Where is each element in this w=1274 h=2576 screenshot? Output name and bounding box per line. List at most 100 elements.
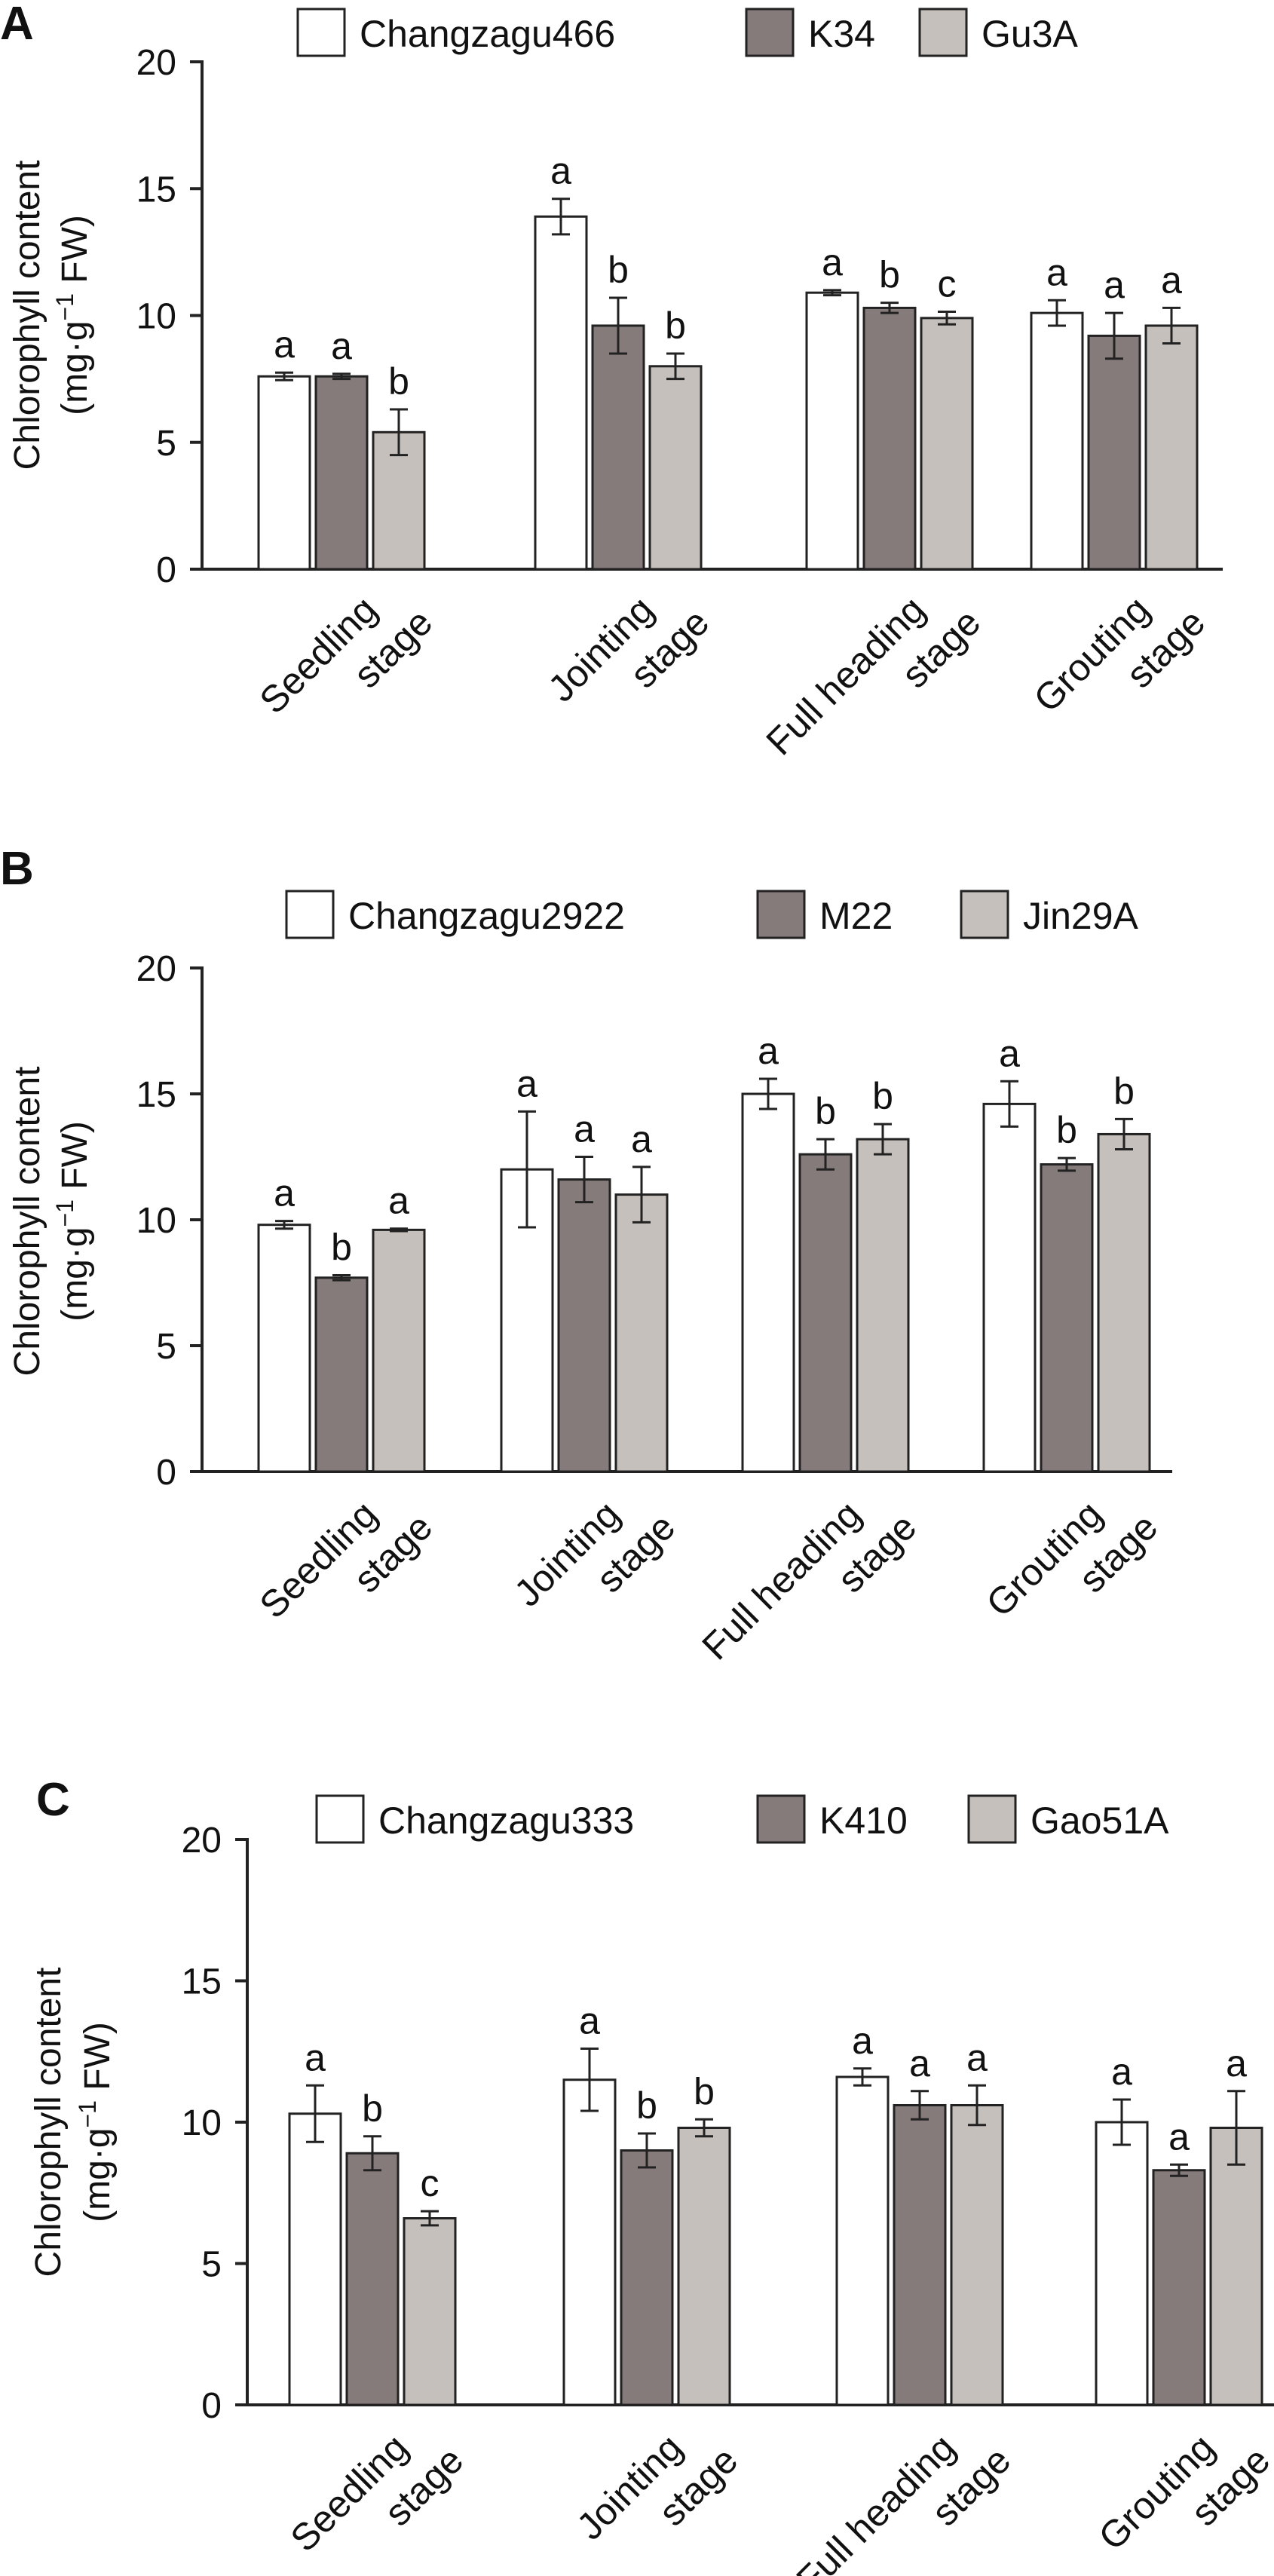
bar	[677, 2127, 731, 2406]
bar	[562, 2078, 617, 2406]
y-tick-label: 0	[156, 1453, 176, 1493]
significance-label: b	[636, 2084, 657, 2127]
y-tick-label: 10	[182, 2103, 222, 2143]
y-tick-label: 5	[156, 1327, 176, 1367]
y-tick-label: 10	[136, 1201, 176, 1241]
bar	[741, 1092, 795, 1473]
significance-label: b	[665, 305, 686, 347]
significance-label: b	[1113, 1070, 1135, 1112]
legend-label: Jin29A	[1023, 895, 1139, 937]
bar	[805, 291, 859, 571]
legend-label: Changzagu333	[378, 1800, 634, 1842]
chart-panel-b: B Changzagu2922 M22 Jin29A 0 5 10 15 20 Chlorophy…	[0, 843, 1172, 1702]
significance-label: c	[938, 262, 957, 305]
significance-label: b	[331, 1226, 352, 1268]
legend-swatch	[918, 8, 968, 57]
y-tick-label: 5	[201, 2245, 222, 2285]
bar	[950, 2104, 1004, 2406]
significance-label: a	[550, 150, 571, 192]
bar	[372, 1228, 426, 1473]
significance-label: a	[579, 2000, 600, 2042]
bar	[1144, 324, 1199, 571]
significance-label: a	[852, 2020, 873, 2062]
bar	[798, 1153, 853, 1473]
significance-label: a	[274, 323, 295, 366]
category-label: Groutingstage	[978, 1472, 1166, 1659]
significance-label: a	[1104, 264, 1125, 306]
bar	[856, 1138, 910, 1473]
significance-label: a	[305, 2036, 326, 2078]
significance-label: b	[815, 1090, 836, 1132]
y-axis-label: Chlorophyll content	[8, 161, 47, 470]
bar	[557, 1178, 611, 1473]
significance-label: a	[516, 1062, 537, 1104]
y-tick-label: 0	[201, 2386, 222, 2426]
significance-label: a	[274, 1172, 295, 1214]
legend-label: Changzagu2922	[348, 895, 625, 937]
category-label: Seedlingstage	[252, 1472, 441, 1661]
y-axis-label-units: (mg·g−1 FW)	[74, 2022, 118, 2222]
y-axis-label: Chlorophyll content	[29, 1968, 69, 2277]
bar	[1030, 311, 1084, 571]
legend-swatch	[756, 1794, 806, 1844]
bar	[1152, 2169, 1206, 2406]
panel-letter: A	[0, 0, 34, 50]
bar	[1097, 1132, 1151, 1473]
legend-swatch	[960, 890, 1009, 939]
bar	[1087, 334, 1141, 571]
significance-label: a	[758, 1030, 779, 1072]
legend-label: Gao51A	[1031, 1800, 1169, 1842]
y-tick-label: 15	[136, 170, 176, 210]
panel-letter: B	[0, 843, 34, 895]
y-tick-label: 15	[182, 1962, 222, 2002]
legend-label: M22	[819, 895, 893, 937]
bar	[288, 2112, 342, 2406]
significance-label: b	[1056, 1109, 1077, 1151]
category-label: Groutingstage	[1026, 567, 1214, 755]
significance-label: a	[1046, 251, 1067, 293]
y-axis-label-units: (mg·g−1 FW)	[51, 215, 95, 415]
bar	[920, 317, 974, 571]
significance-label: a	[822, 241, 843, 283]
bar	[982, 1102, 1037, 1473]
bar	[620, 2149, 674, 2406]
bar	[314, 375, 369, 571]
chart-panel-a: A Changzagu466 K34 Gu3A 0 5 10 15 20 Chlorophyll …	[0, 0, 1223, 798]
panel-letter: C	[36, 1774, 70, 1826]
significance-label: b	[608, 249, 629, 291]
y-axis-label: Chlorophyll content	[8, 1067, 47, 1377]
legend-swatch	[296, 8, 346, 57]
significance-label: b	[388, 360, 409, 403]
category-label: Jointingstage	[540, 567, 717, 744]
category-label: Seedlingstage	[283, 2405, 472, 2576]
bar	[1209, 2127, 1263, 2406]
bar	[648, 365, 703, 571]
y-tick-label: 0	[156, 550, 176, 590]
significance-label: a	[1226, 2042, 1247, 2084]
category-label: Jointingstage	[568, 2405, 746, 2576]
significance-label: a	[966, 2036, 988, 2078]
category-label: Jointingstage	[506, 1472, 683, 1649]
category-label: Full headingstage	[758, 567, 989, 798]
bar	[345, 2152, 400, 2406]
significance-label: a	[331, 325, 352, 367]
category-label: Full headingstage	[694, 1472, 925, 1702]
legend-swatch	[285, 890, 335, 939]
bar	[835, 2075, 890, 2406]
significance-label: b	[872, 1075, 893, 1117]
bar	[534, 215, 588, 571]
bar	[257, 1224, 311, 1473]
category-label: Groutingstage	[1091, 2405, 1274, 2576]
bar	[862, 306, 917, 571]
significance-label: a	[999, 1032, 1020, 1074]
legend-swatch	[745, 8, 795, 57]
significance-label: b	[879, 254, 900, 296]
bar	[257, 375, 311, 571]
legend-label: Changzagu466	[360, 13, 615, 55]
legend-swatch	[756, 890, 806, 939]
y-tick-label: 20	[136, 949, 176, 989]
bar	[403, 2217, 457, 2406]
significance-label: a	[1161, 259, 1182, 301]
legend-swatch	[967, 1794, 1017, 1844]
